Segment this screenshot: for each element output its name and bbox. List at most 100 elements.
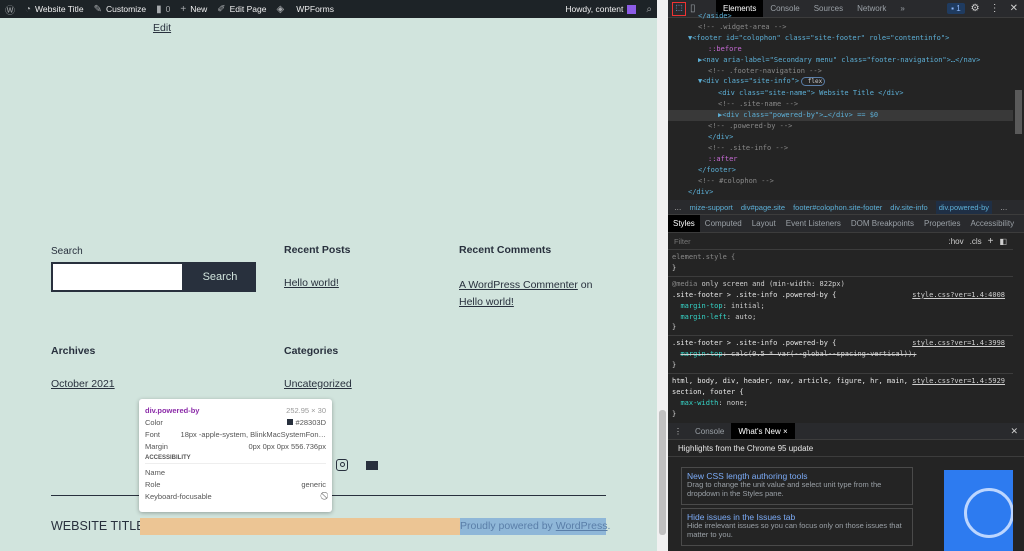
label: 0 — [165, 4, 171, 14]
styles-tab[interactable]: Event Listeners — [785, 219, 841, 228]
whats-new-card[interactable]: Hide issues in the Issues tab Hide irrele… — [681, 508, 913, 546]
dom-node[interactable]: ▶<nav aria-label="Secondary menu" class=… — [698, 55, 981, 64]
dom-node[interactable]: ::before — [708, 44, 742, 53]
dom-node[interactable]: <!-- .site-name --> — [718, 100, 799, 109]
powered-text: Proudly powered by — [460, 520, 556, 532]
site-title-link[interactable]: ◔ Website Title — [20, 4, 89, 15]
styles-tab[interactable]: Accessibility — [970, 219, 1015, 228]
search-button[interactable]: ⌕ — [641, 4, 657, 15]
close-icon[interactable]: ✕ — [1009, 3, 1018, 14]
comment-post-link[interactable]: Hello world! — [459, 296, 514, 308]
breadcrumb-item[interactable]: div#page.site — [740, 202, 786, 212]
drawer-tab-whats-new[interactable]: What's New × — [731, 423, 795, 439]
edit-page-link[interactable]: ✐ Edit Page — [212, 4, 271, 15]
tooltip-size: 252.95 × 30 — [286, 405, 326, 415]
dom-node[interactable]: </div> — [688, 187, 714, 196]
powered-by: Proudly powered by WordPress. — [460, 518, 610, 535]
page-scrollbar[interactable] — [657, 0, 668, 551]
mail-icon[interactable] — [366, 461, 378, 470]
dom-node[interactable]: ::after — [708, 154, 738, 163]
breadcrumb-item[interactable]: … — [674, 202, 682, 212]
styles-tab[interactable]: Computed — [704, 219, 742, 228]
dom-node[interactable]: </div> — [708, 132, 734, 141]
drawer-menu-icon[interactable]: ⋮ — [674, 426, 682, 436]
dom-node[interactable]: </footer> — [698, 165, 736, 174]
breadcrumb-item[interactable]: … — [1000, 202, 1008, 212]
more-tabs-button[interactable]: » — [900, 4, 905, 13]
post-link[interactable]: Hello world! — [284, 277, 339, 289]
tab-network[interactable]: Network — [857, 4, 887, 13]
close-drawer-icon[interactable]: ✕ — [1010, 425, 1018, 436]
breadcrumb-item[interactable]: footer#colophon.site-footer — [793, 202, 883, 212]
tooltip-role: generic — [301, 479, 326, 489]
dom-node[interactable]: <!-- .site-info --> — [708, 143, 789, 152]
wpforms-link[interactable]: ◈ WPForms — [271, 4, 338, 15]
new-link[interactable]: + New — [175, 4, 212, 15]
label: Keyboard-focusable — [145, 491, 212, 501]
dom-node[interactable]: <!-- .widget-area --> — [698, 22, 787, 31]
dom-node[interactable]: ▼<div class="site-info"> flex — [668, 76, 1013, 88]
css-rule[interactable]: @media only screen and (min-width: 822px… — [668, 277, 1013, 337]
tab-console[interactable]: Console — [770, 4, 800, 13]
inspect-element-icon[interactable]: ⬚ — [672, 1, 686, 16]
styles-filter-input[interactable] — [674, 236, 943, 246]
element-style-rule[interactable]: element.style { } — [668, 250, 1013, 277]
instagram-icon[interactable] — [336, 459, 348, 471]
cls-toggle[interactable]: .cls — [969, 236, 982, 246]
css-rule[interactable]: style.css?ver=1.4:3998 .site-footer > .si… — [668, 336, 1013, 375]
breadcrumb-item[interactable]: div.powered-by — [935, 200, 992, 214]
accessibility-heading: ACCESSIBILITY — [145, 452, 326, 464]
categories-title: Categories — [284, 345, 339, 357]
margin-highlight — [140, 518, 460, 535]
dom-node[interactable]: <!-- .powered-by --> — [708, 122, 793, 131]
device-toolbar-icon[interactable]: ▯ — [690, 3, 696, 14]
category-link[interactable]: Uncategorized — [284, 378, 352, 390]
toggle-sidebar-icon[interactable]: ◧ — [999, 236, 1007, 246]
styles-tab[interactable]: DOM Breakpoints — [850, 219, 915, 228]
devtools-panel: ⬚ ▯ Elements Console Sources Network » ▪… — [668, 0, 1024, 551]
flex-badge[interactable]: flex — [801, 77, 826, 87]
dom-node[interactable]: <!-- #colophon --> — [698, 176, 774, 185]
hov-toggle[interactable]: :hov — [948, 236, 964, 246]
dom-node[interactable]: <!-- .footer-navigation --> — [708, 66, 822, 75]
customize-link[interactable]: ✎ Customize — [89, 4, 152, 15]
drawer-tab-console[interactable]: Console — [695, 426, 725, 436]
gear-icon[interactable]: ⚙ — [970, 3, 980, 14]
label: Howdy, content — [565, 4, 624, 14]
issues-badge[interactable]: ▪ 1 — [947, 3, 965, 14]
label: Edit Page — [229, 4, 267, 14]
new-rule-button[interactable]: + — [987, 235, 994, 247]
close-tab-icon[interactable]: × — [783, 426, 788, 436]
dom-scrollbar[interactable] — [1013, 18, 1024, 200]
tab-elements[interactable]: Elements — [716, 0, 764, 17]
archives-title: Archives — [51, 345, 96, 357]
breadcrumb-item[interactable]: div.site-info — [890, 202, 928, 212]
comment-author-link[interactable]: A WordPress Commenter — [459, 279, 578, 291]
tab-sources[interactable]: Sources — [813, 4, 844, 13]
dom-node[interactable]: ▶<div class="powered-by">…</div> == $0 — [668, 110, 1013, 122]
kebab-menu-icon[interactable]: ⋮ — [989, 3, 1000, 14]
wordpress-link[interactable]: WordPress — [555, 520, 608, 532]
search-button[interactable]: Search — [184, 262, 256, 292]
edit-link[interactable]: Edit — [153, 22, 172, 34]
scrollbar-thumb[interactable] — [659, 410, 666, 535]
breadcrumb-item[interactable]: mize-support — [689, 202, 733, 212]
wp-logo-button[interactable]: Ⓦ — [0, 2, 20, 17]
dashboard-icon: ◔ — [25, 3, 32, 15]
search-input[interactable] — [51, 262, 184, 292]
whats-new-card[interactable]: New CSS length authoring tools Drag to ch… — [681, 467, 913, 505]
css-rule[interactable]: style.css?ver=1.4:5929 html, body, div, h… — [668, 374, 1013, 422]
label: Website Title — [35, 4, 84, 14]
dom-node[interactable]: ▼<footer id="colophon" class="site-foote… — [688, 33, 950, 42]
howdy-account[interactable]: Howdy, content — [560, 4, 641, 14]
styles-tab[interactable]: Properties — [924, 219, 961, 228]
dom-node[interactable]: </aside> — [698, 12, 732, 20]
comments-link[interactable]: ▮ 0 — [151, 4, 175, 15]
dom-node[interactable]: <div class="site-name"> Website Title </… — [718, 89, 904, 98]
pencil-icon: ✐ — [217, 3, 226, 15]
styles-tab[interactable]: Styles — [668, 215, 700, 232]
archive-link[interactable]: October 2021 — [51, 378, 115, 390]
search-icon: ⌕ — [646, 3, 652, 15]
tooltip-font: 18px -apple-system, BlinkMacSystemFon… — [180, 429, 326, 439]
styles-tab[interactable]: Layout — [751, 219, 776, 228]
